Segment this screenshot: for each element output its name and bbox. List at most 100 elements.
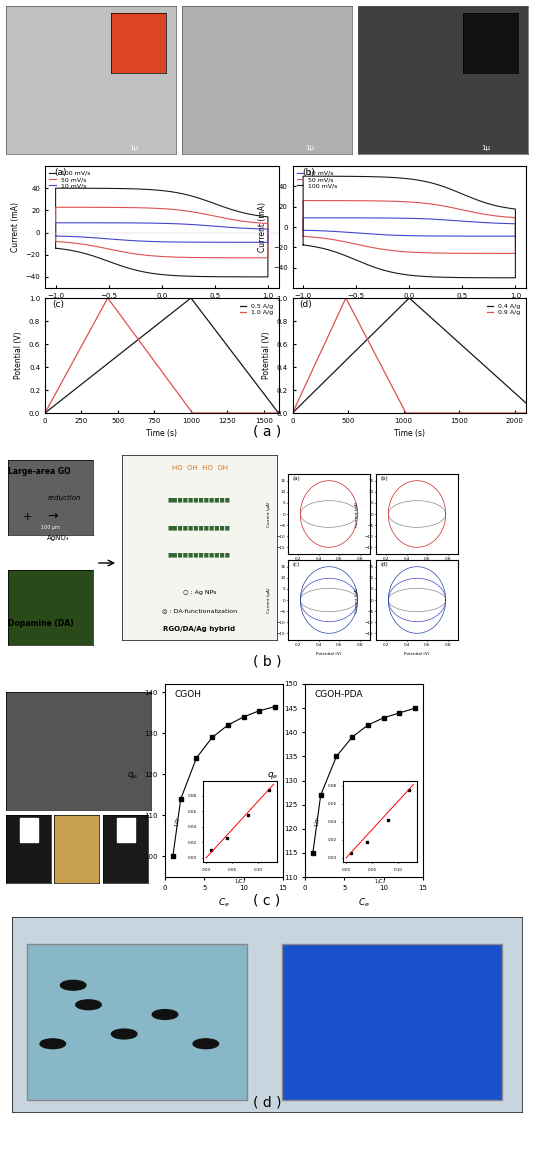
Line: 1.0 A/g: 1.0 A/g [45, 298, 279, 414]
Text: 1μ: 1μ [129, 144, 138, 151]
Text: CGOH-PDA: CGOH-PDA [315, 690, 363, 699]
10 mV/s [65, 215, 71, 229]
100 mV/s [300, 238, 307, 252]
0.9 A/g [476, 407, 482, 420]
50 mV/s [132, 247, 138, 260]
Text: ■■■■■■■■■■■■: ■■■■■■■■■■■■ [168, 498, 231, 502]
0.9 A/g [472, 407, 478, 420]
Y-axis label: Potential (V): Potential (V) [14, 332, 23, 379]
Bar [116, 818, 135, 842]
100 mV/s [512, 271, 519, 285]
Text: Dopamine (DA): Dopamine (DA) [7, 619, 73, 628]
Y-axis label: Current (mA): Current (mA) [11, 202, 20, 252]
X-axis label: Potential (V): Potential (V) [316, 652, 342, 657]
10 mV/s [312, 211, 318, 225]
100 mV/s [265, 270, 271, 283]
0.4 A/g [384, 313, 390, 327]
0.5 A/g [42, 407, 48, 420]
100 mV/s [300, 238, 307, 252]
Circle shape [112, 1029, 137, 1039]
50 mV/s [193, 251, 199, 265]
Bar [20, 818, 37, 842]
0.9 A/g [523, 407, 529, 420]
Y-axis label: Current (μA): Current (μA) [355, 501, 359, 526]
X-axis label: Potential (V): Potential (V) [138, 304, 185, 313]
Circle shape [76, 1000, 101, 1009]
Line: 0.5 A/g: 0.5 A/g [45, 298, 279, 414]
50 mV/s [327, 194, 333, 207]
10 mV/s [265, 235, 271, 249]
100 mV/s [52, 241, 59, 255]
10 mV/s [512, 229, 519, 243]
100 mV/s [380, 263, 386, 276]
50 mV/s [80, 200, 86, 214]
Text: ( c ): ( c ) [253, 893, 281, 907]
Text: (c): (c) [292, 562, 300, 568]
0.4 A/g [476, 354, 482, 367]
50 mV/s [52, 235, 59, 249]
Text: 100 μm: 100 μm [41, 525, 60, 530]
50 mV/s [512, 247, 519, 260]
0.5 A/g [136, 332, 143, 346]
Legend: 10 mV/s, 50 mV/s, 100 mV/s: 10 mV/s, 50 mV/s, 100 mV/s [296, 169, 339, 190]
X-axis label: Time (s): Time (s) [146, 430, 177, 439]
0.9 A/g [313, 355, 319, 369]
Text: (a): (a) [292, 477, 300, 482]
1.0 A/g [42, 407, 48, 420]
Text: CGOH: CGOH [175, 690, 201, 699]
50 mV/s [380, 242, 386, 256]
Legend: 0.5 A/g, 1.0 A/g: 0.5 A/g, 1.0 A/g [237, 301, 276, 318]
50 mV/s [441, 247, 447, 260]
X-axis label: $C_e$: $C_e$ [218, 896, 230, 909]
Legend: 100 mV/s, 50 mV/s, 10 mV/s: 100 mV/s, 50 mV/s, 10 mV/s [48, 169, 91, 190]
0.5 A/g [66, 387, 72, 401]
10 mV/s [300, 211, 307, 225]
0.9 A/g [450, 407, 456, 420]
50 mV/s [265, 251, 271, 265]
Line: 0.4 A/g: 0.4 A/g [293, 298, 526, 414]
100 mV/s [327, 169, 333, 183]
100 mV/s [385, 170, 391, 184]
0.5 A/g [224, 339, 231, 353]
Text: HO  OH  HO  OH: HO OH HO OH [171, 464, 227, 471]
Text: ◎ : DA-functionalization: ◎ : DA-functionalization [162, 608, 237, 613]
Legend: 0.4 A/g, 0.9 A/g: 0.4 A/g, 0.9 A/g [484, 301, 523, 318]
10 mV/s [441, 229, 447, 243]
Text: (a): (a) [54, 168, 67, 177]
Text: RGO/DA/Ag hybrid: RGO/DA/Ag hybrid [163, 626, 235, 631]
Text: (b): (b) [302, 168, 315, 177]
0.4 A/g [392, 305, 398, 319]
Line: 0.9 A/g: 0.9 A/g [293, 298, 526, 414]
1.0 A/g [224, 407, 231, 420]
10 mV/s [327, 225, 333, 238]
0.4 A/g [313, 382, 319, 396]
0.9 A/g [384, 370, 390, 384]
Text: (d): (d) [380, 562, 388, 568]
Text: Large-area GO: Large-area GO [7, 467, 70, 476]
10 mV/s [52, 229, 59, 243]
Text: 1μ: 1μ [481, 144, 490, 151]
FancyBboxPatch shape [27, 945, 247, 1100]
1.0 A/g [66, 363, 72, 377]
10 mV/s [300, 223, 307, 237]
X-axis label: Potential (V): Potential (V) [404, 567, 430, 570]
100 mV/s [65, 181, 71, 195]
Y-axis label: Current (μA): Current (μA) [267, 588, 271, 613]
100 mV/s [132, 263, 138, 276]
10 mV/s [80, 215, 86, 229]
Text: →: → [47, 510, 58, 523]
0.9 A/g [289, 407, 296, 420]
100 mV/s [138, 182, 144, 196]
10 mV/s [138, 217, 144, 230]
Y-axis label: Current (mA): Current (mA) [258, 202, 268, 252]
0.4 A/g [450, 331, 456, 344]
Text: ( b ): ( b ) [253, 654, 281, 668]
Text: ■■■■■■■■■■■■: ■■■■■■■■■■■■ [168, 553, 231, 558]
10 mV/s [193, 235, 199, 249]
1.0 A/g [202, 407, 209, 420]
Text: (d): (d) [300, 301, 312, 309]
Text: +: + [22, 511, 32, 522]
Line: 10 mV/s: 10 mV/s [303, 218, 515, 236]
0.5 A/g [187, 291, 194, 305]
1.0 A/g [145, 346, 151, 359]
